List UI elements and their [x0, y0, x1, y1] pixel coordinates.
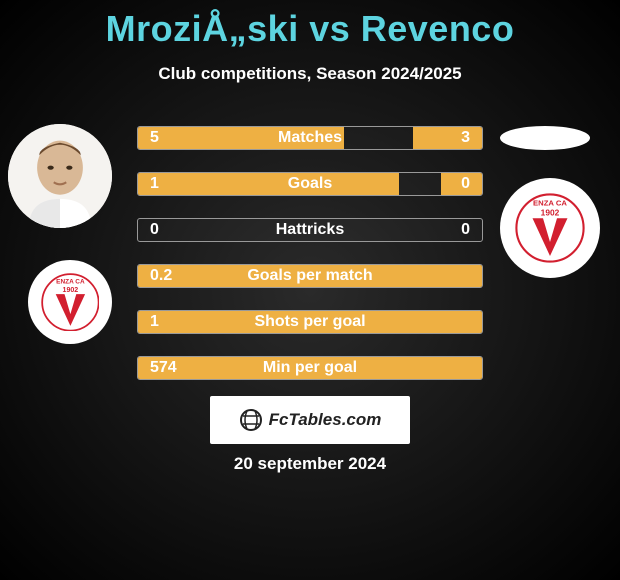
player-photo-placeholder-icon — [8, 124, 112, 228]
bar-stat-label: Matches — [138, 127, 482, 149]
bar-left-value: 1 — [150, 173, 159, 195]
bar-stat-label: Goals — [138, 173, 482, 195]
bar-stat-label: Goals per match — [138, 265, 482, 287]
bar-stat-label: Min per goal — [138, 357, 482, 379]
comparison-row: Min per goal574 — [137, 356, 483, 380]
svg-text:ENZA CA: ENZA CA — [533, 199, 567, 208]
svg-text:1902: 1902 — [541, 207, 560, 217]
vicenza-logo-icon: ENZA CA 1902 — [41, 273, 100, 332]
svg-text:1902: 1902 — [62, 286, 78, 293]
bar-left-value: 1 — [150, 311, 159, 333]
bar-stat-label: Hattricks — [138, 219, 482, 241]
bar-left-value: 0 — [150, 219, 159, 241]
footer-date: 20 september 2024 — [0, 454, 620, 474]
player-left-avatar — [8, 124, 112, 228]
comparison-row: Goals per match0.2 — [137, 264, 483, 288]
bar-left-value: 574 — [150, 357, 177, 379]
comparison-row: Matches5 3 — [137, 126, 483, 150]
bar-right-value: 3 — [461, 127, 470, 149]
attribution-badge: FcTables.com — [210, 396, 410, 444]
comparison-row: Shots per goal1 — [137, 310, 483, 334]
comparison-bars: Matches53Goals10Hattricks00Goals per mat… — [137, 126, 483, 402]
bar-right-value: 0 — [461, 219, 470, 241]
bar-left-value: 5 — [150, 127, 159, 149]
attribution-text: FcTables.com — [269, 410, 382, 430]
club-right-badge: ENZA CA 1902 — [500, 178, 600, 278]
player-right-avatar — [500, 126, 590, 150]
vicenza-logo-icon: ENZA CA 1902 — [515, 193, 585, 263]
svg-text:ENZA CA: ENZA CA — [56, 278, 85, 285]
club-left-badge: ENZA CA 1902 — [28, 260, 112, 344]
bar-stat-label: Shots per goal — [138, 311, 482, 333]
bar-right-value: 0 — [461, 173, 470, 195]
comparison-row: Goals1 0 — [137, 172, 483, 196]
page-title: MroziÅ„ski vs Revenco — [0, 0, 620, 50]
comparison-row: Hattricks0 0 — [137, 218, 483, 242]
bar-left-value: 0.2 — [150, 265, 172, 287]
fctables-logo-icon — [239, 408, 263, 432]
page-subtitle: Club competitions, Season 2024/2025 — [0, 64, 620, 84]
